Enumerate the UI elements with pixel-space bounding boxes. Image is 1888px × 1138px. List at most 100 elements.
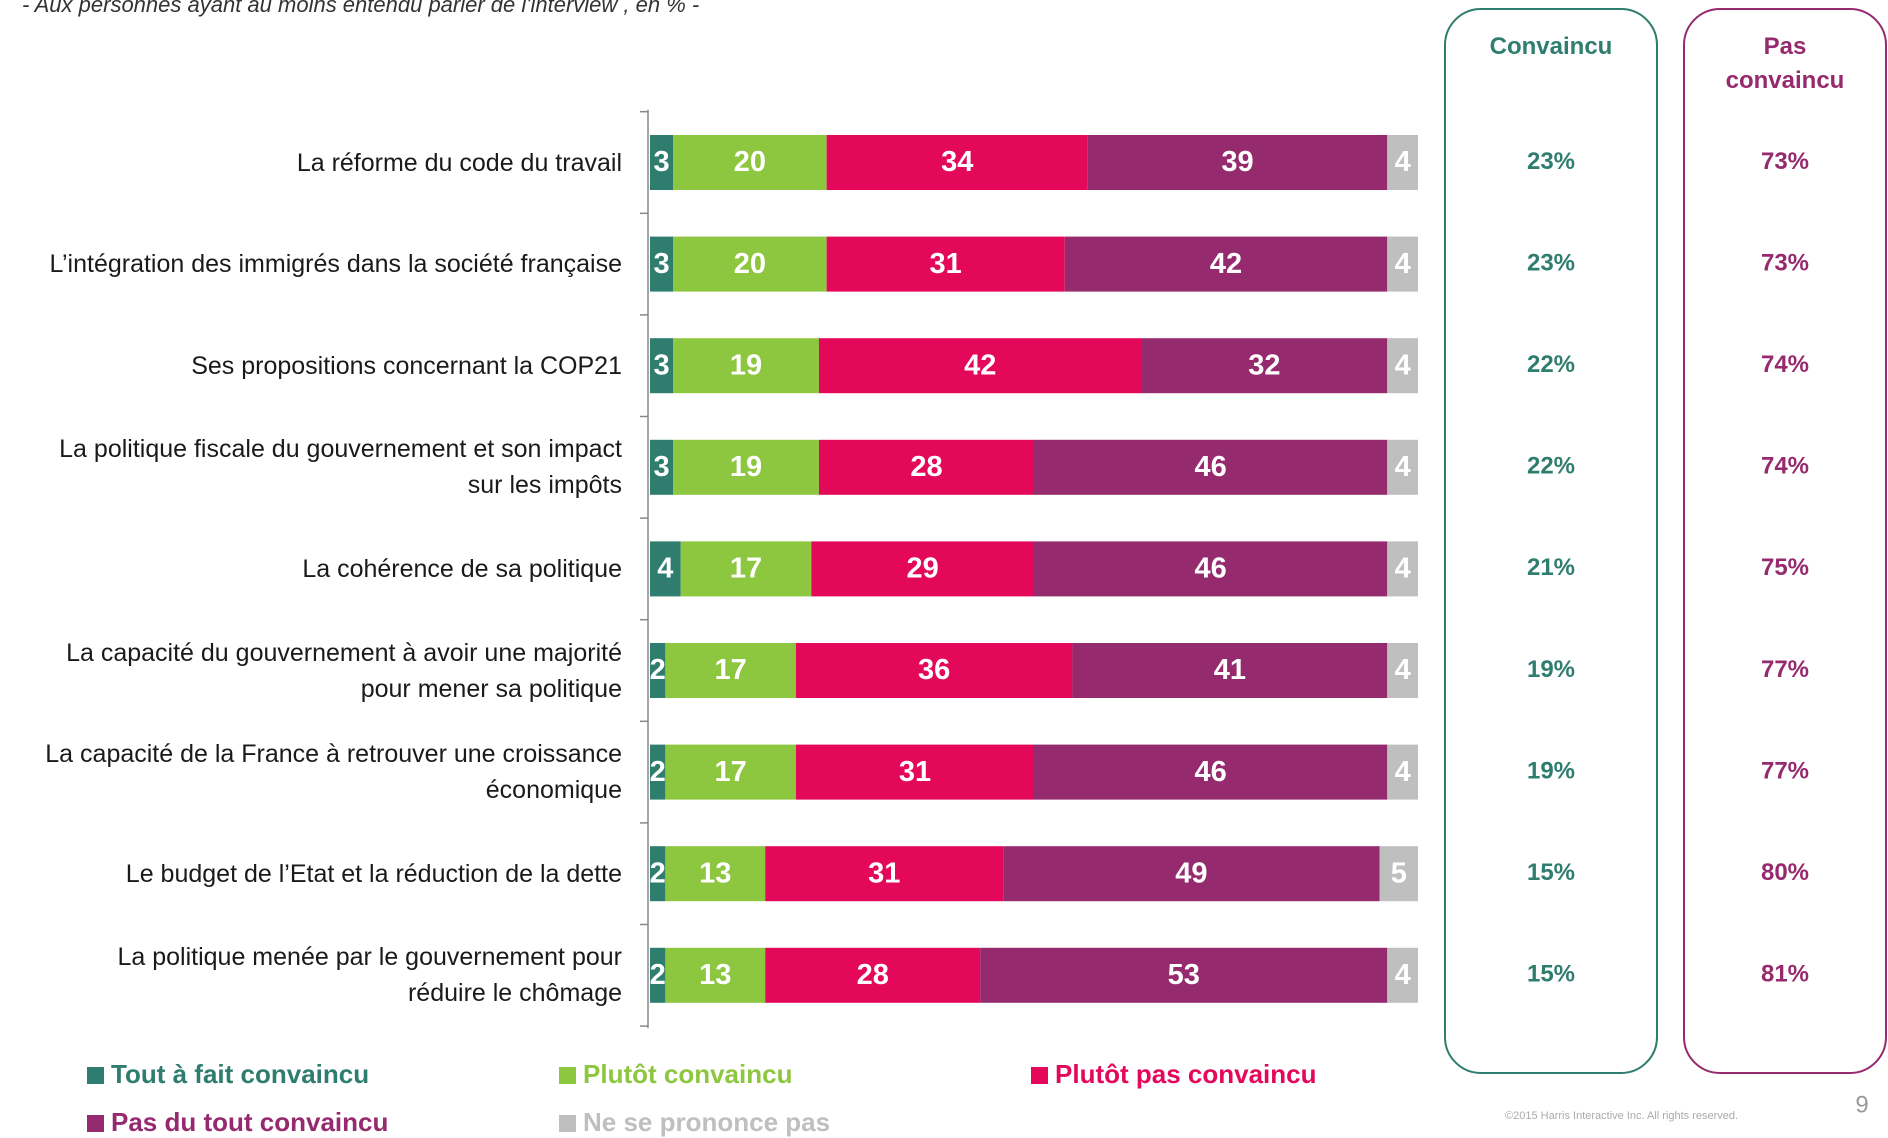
bar-value-label: 53	[1168, 959, 1200, 991]
summary-box	[1444, 8, 1658, 1074]
summary-value: 74%	[1761, 453, 1809, 480]
summary-value: 81%	[1761, 961, 1809, 988]
bar-value-label: 42	[1210, 248, 1242, 280]
bar-value-label: 46	[1195, 553, 1227, 585]
bar-segment	[1141, 338, 1388, 394]
bar-segment	[765, 947, 981, 1003]
bar-segment	[665, 744, 796, 800]
bar-value-label: 3	[653, 146, 669, 178]
bar-segment	[650, 338, 674, 394]
summary-value: 73%	[1761, 249, 1809, 276]
bar-value-label: 4	[1395, 248, 1411, 280]
bar-segment	[673, 135, 827, 190]
bar-segment	[1064, 236, 1388, 292]
bar-value-label: 46	[1195, 756, 1227, 788]
summary-value: 73%	[1761, 148, 1809, 175]
summary-title: Pas convaincu	[1726, 33, 1845, 94]
bar-value-label: 20	[734, 146, 766, 178]
category-label: La politique menée par le gouvernement p…	[117, 943, 622, 1008]
bar-segment	[673, 338, 819, 394]
bar-value-label: 2	[650, 756, 666, 788]
bar-segment	[811, 541, 1034, 597]
bar-segment	[1379, 846, 1418, 902]
bar-segment	[765, 846, 1004, 902]
bar-value-label: 5	[1391, 857, 1407, 889]
summary-value: 22%	[1527, 453, 1575, 480]
legend-label: Tout à fait convaincu	[111, 1059, 369, 1089]
category-label: L’intégration des immigrés dans la socié…	[49, 250, 622, 279]
bar-value-label: 19	[730, 349, 762, 381]
bar-segment	[665, 947, 766, 1003]
bar-segment	[1072, 643, 1388, 698]
summary-value: 21%	[1527, 554, 1575, 581]
legend-label: Pas du tout convaincu	[111, 1107, 388, 1137]
bar-value-label: 19	[730, 451, 762, 483]
bar-segment	[650, 236, 674, 292]
bar-value-label: 3	[653, 451, 669, 483]
footer: ©2015 Harris Interactive Inc. All rights…	[1505, 1110, 1738, 1122]
bar-segment	[650, 744, 666, 800]
bar-value-label: 39	[1221, 146, 1253, 178]
bar-segment	[673, 439, 819, 495]
bar-segment	[826, 236, 1065, 292]
summary-value: 15%	[1527, 859, 1575, 886]
bar-segment	[1387, 236, 1418, 292]
summary-value: 19%	[1527, 757, 1575, 784]
category-label: La cohérence de sa politique	[302, 554, 622, 583]
bar-segment	[650, 947, 666, 1003]
bar-value-label: 4	[1395, 451, 1411, 483]
legend-label: Plutôt pas convaincu	[1055, 1059, 1317, 1089]
bar-value-label: 17	[715, 654, 747, 686]
bar-segment	[795, 744, 1034, 800]
bar-segment	[826, 135, 1088, 190]
bar-value-label: 29	[907, 553, 939, 585]
bar-segment	[1387, 439, 1418, 495]
bar-segment	[1087, 135, 1388, 190]
bar-value-label: 28	[910, 451, 942, 483]
summary-value: 15%	[1527, 961, 1575, 988]
category-label: La politique fiscale du gouvernement et …	[59, 435, 622, 500]
summary-value: 23%	[1527, 249, 1575, 276]
bar-value-label: 36	[918, 654, 950, 686]
summary-value: 19%	[1527, 656, 1575, 683]
bar-segment	[818, 439, 1034, 495]
bar-value-label: 17	[715, 756, 747, 788]
bar-value-label: 13	[699, 959, 731, 991]
bar-segment	[818, 338, 1142, 394]
category-label: Ses propositions concernant la COP21	[191, 351, 622, 380]
bar-segment	[650, 135, 674, 190]
bar-value-label: 4	[1395, 654, 1411, 686]
summary-value: 22%	[1527, 351, 1575, 378]
bar-segment	[650, 643, 666, 698]
bar-segment	[665, 643, 796, 698]
bar-value-label: 31	[868, 857, 900, 889]
summary-title-line: convaincu	[1726, 67, 1845, 94]
bar-segment	[650, 541, 681, 597]
bar-value-label: 2	[650, 959, 666, 991]
summary-value: 74%	[1761, 351, 1809, 378]
bar-segment	[980, 947, 1388, 1003]
bar-segment	[1034, 744, 1388, 800]
bar-segment	[1003, 846, 1380, 902]
bar-value-label: 13	[699, 857, 731, 889]
bar-segment	[650, 439, 674, 495]
summary-title: Convaincu	[1490, 33, 1613, 60]
subtitle: - Aux personnes ayant au moins entendu p…	[22, 0, 699, 17]
bar-value-label: 4	[1395, 553, 1411, 585]
bar-segment	[1387, 947, 1418, 1003]
bar-segment	[680, 541, 812, 597]
bar-value-label: 3	[653, 349, 669, 381]
summary-box	[1683, 8, 1887, 1074]
bar-segment	[1034, 439, 1388, 495]
bar-value-label: 31	[899, 756, 931, 788]
summary-value: 75%	[1761, 554, 1809, 581]
legend-swatch	[87, 1115, 104, 1132]
legend-swatch	[559, 1115, 576, 1132]
bar-segment	[673, 236, 827, 292]
summary-title-line: Convaincu	[1490, 33, 1613, 60]
bar-value-label: 31	[930, 248, 962, 280]
page-number: 9	[1855, 1091, 1868, 1118]
bar-segment	[1034, 541, 1388, 597]
bar-value-label: 4	[1395, 959, 1411, 991]
